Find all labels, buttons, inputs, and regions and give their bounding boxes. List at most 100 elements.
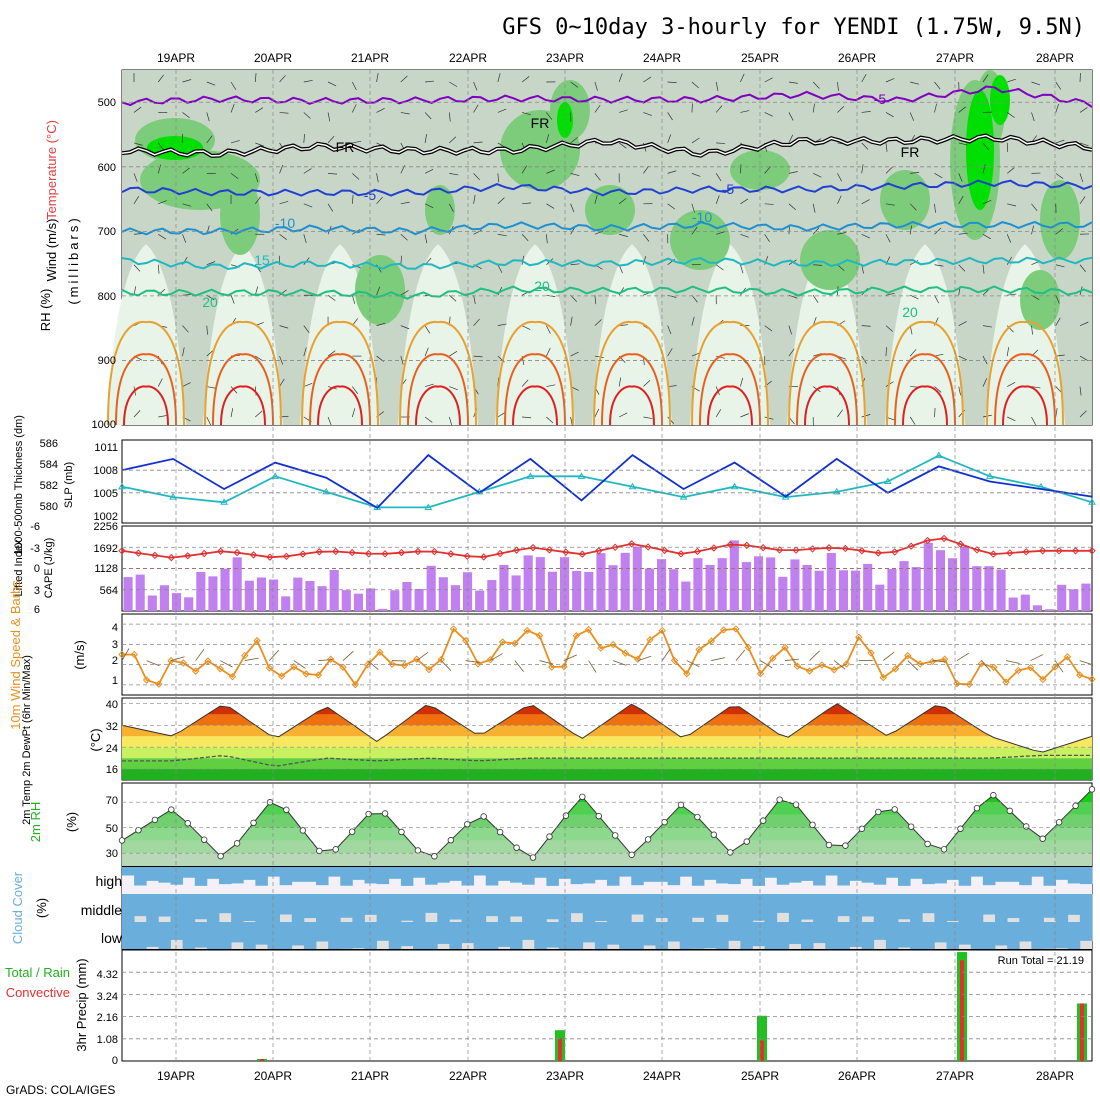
cloud-bar bbox=[982, 867, 996, 886]
cloud-bar bbox=[316, 894, 329, 922]
wind-barb bbox=[424, 234, 428, 244]
lifted-index-line-point bbox=[332, 547, 340, 556]
wind-barb bbox=[424, 416, 433, 423]
wind-barb bbox=[740, 164, 742, 174]
wind-ylabel-unit: (m/s) bbox=[72, 640, 87, 670]
temp-band bbox=[122, 769, 1092, 780]
wind-speed-line-point bbox=[916, 660, 924, 668]
wind-barb bbox=[691, 173, 701, 177]
wind-barb bbox=[303, 325, 310, 334]
wind-barb bbox=[376, 173, 379, 183]
cloud-bar bbox=[400, 867, 414, 886]
wind-barb bbox=[352, 173, 360, 180]
cloud-bar bbox=[1019, 867, 1032, 886]
chart-title: GFS 0~10day 3-hourly for YENDI (1.75W, 9… bbox=[502, 15, 1085, 40]
cloud-bar bbox=[776, 867, 790, 885]
temp-ylabel-unit: (°C) bbox=[88, 728, 103, 751]
cloud-bar bbox=[631, 867, 644, 886]
cloud-bar bbox=[801, 894, 814, 920]
wind-barb bbox=[861, 233, 870, 239]
cloud-bar bbox=[898, 894, 911, 920]
cloud-bar bbox=[328, 894, 341, 922]
wind-barb bbox=[861, 111, 871, 113]
slp-tick: 1005 bbox=[94, 488, 118, 500]
cape-yaxis: -6 -3 0 3 6 2256 1692 1128 564 Lifted In… bbox=[13, 521, 118, 616]
cape-bar bbox=[475, 590, 485, 611]
thickness-line-point bbox=[679, 493, 688, 500]
cloud-bar bbox=[691, 922, 705, 949]
wind-barb bbox=[1031, 325, 1033, 335]
wind-barb bbox=[910, 81, 920, 85]
thickness-line-point bbox=[424, 503, 433, 510]
precip-conv-bar bbox=[558, 1038, 562, 1061]
wind-barb bbox=[473, 355, 483, 358]
wind-barb bbox=[303, 347, 307, 357]
wind-barb bbox=[594, 104, 601, 113]
rh-fill-mid bbox=[880, 170, 930, 230]
wind-speed-line-point bbox=[302, 670, 310, 678]
lifted-index-line-point bbox=[874, 549, 882, 557]
wind-barb bbox=[157, 74, 164, 83]
rh-point bbox=[398, 828, 405, 836]
wind-barb bbox=[619, 233, 628, 237]
lifted-index-line-point bbox=[430, 547, 439, 556]
wind-barb bbox=[934, 103, 937, 113]
wind-barb bbox=[740, 413, 749, 418]
precip-conv-bar bbox=[960, 960, 964, 1061]
lifted-index-line-point bbox=[200, 549, 208, 558]
wind-speed-line-point bbox=[719, 626, 728, 634]
isotherm-warm-dome bbox=[115, 353, 177, 426]
wind-barb bbox=[157, 164, 162, 174]
cloud-bar bbox=[558, 867, 572, 879]
cloud-bar bbox=[134, 894, 147, 917]
cloud-bar bbox=[667, 894, 681, 922]
cape-bar bbox=[159, 585, 169, 611]
isotherm-warm-dome bbox=[407, 353, 469, 426]
isotherm-warm-dome bbox=[886, 320, 964, 426]
date-tick: 27APR bbox=[936, 1069, 974, 1083]
slp-thickness-lines bbox=[118, 451, 1096, 510]
wind-barb bbox=[497, 197, 505, 205]
cloud-bar bbox=[946, 867, 960, 880]
cloud-bar bbox=[1031, 894, 1044, 922]
cloud-bar bbox=[970, 867, 984, 877]
cape-bar bbox=[1081, 583, 1091, 611]
cloud-bar bbox=[400, 894, 414, 921]
rh-fill-dark bbox=[966, 90, 994, 210]
temp-tick: 32 bbox=[106, 721, 118, 733]
lifted-index-line-point bbox=[1022, 548, 1030, 556]
cloud-bar bbox=[340, 922, 353, 949]
wind-speed-line-point bbox=[363, 661, 372, 669]
isotherm-label: -10 bbox=[692, 209, 712, 225]
wind-barb-10m bbox=[121, 648, 130, 661]
cloud-bar bbox=[291, 922, 305, 946]
wind-barb-10m bbox=[932, 660, 947, 663]
cloud-bar bbox=[873, 867, 887, 885]
panel-frame-wind bbox=[121, 613, 1093, 696]
wind-barb bbox=[327, 203, 334, 212]
wind-barb bbox=[206, 261, 216, 266]
temp-band bbox=[122, 736, 1092, 748]
wind-barb bbox=[570, 203, 575, 213]
wind-barb bbox=[764, 166, 771, 174]
cloud-bar bbox=[497, 894, 511, 922]
cloud-bar bbox=[340, 894, 353, 918]
wind-barb bbox=[157, 142, 164, 151]
cloud-bar bbox=[934, 894, 947, 922]
wind-barb bbox=[206, 81, 216, 86]
rh-point bbox=[151, 816, 159, 824]
wind-barb bbox=[376, 108, 385, 113]
wind-barb bbox=[764, 325, 773, 332]
wind-barb-10m bbox=[1005, 660, 1020, 664]
wind-speed-line-point bbox=[130, 650, 138, 659]
cloud-yaxis: high middle low Cloud Cover (%) bbox=[10, 871, 123, 946]
wind-barb bbox=[643, 112, 652, 116]
rh-point bbox=[464, 820, 471, 828]
wind-barb bbox=[255, 410, 263, 418]
cloud-bar bbox=[679, 867, 693, 877]
cloud-bar bbox=[764, 922, 778, 949]
wind-barb bbox=[1055, 81, 1062, 90]
li-tick: -3 bbox=[30, 543, 40, 555]
rh-point bbox=[792, 801, 800, 808]
wind-barb bbox=[133, 173, 138, 182]
